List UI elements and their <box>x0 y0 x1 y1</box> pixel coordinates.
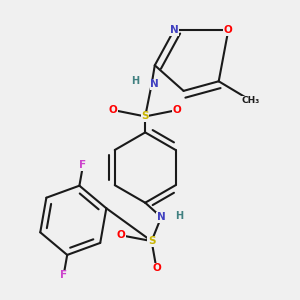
Text: O: O <box>152 263 161 273</box>
Text: F: F <box>60 270 67 280</box>
Text: O: O <box>224 25 233 35</box>
Text: O: O <box>117 230 126 240</box>
Text: N: N <box>157 212 166 222</box>
Text: S: S <box>148 236 155 246</box>
Text: H: H <box>132 76 140 86</box>
Text: F: F <box>80 160 87 170</box>
Text: CH₃: CH₃ <box>242 96 260 105</box>
Text: N: N <box>169 25 178 35</box>
Text: S: S <box>142 111 149 122</box>
Text: O: O <box>109 105 118 115</box>
Text: H: H <box>175 211 183 220</box>
Text: O: O <box>173 105 182 115</box>
Text: N: N <box>150 80 159 89</box>
